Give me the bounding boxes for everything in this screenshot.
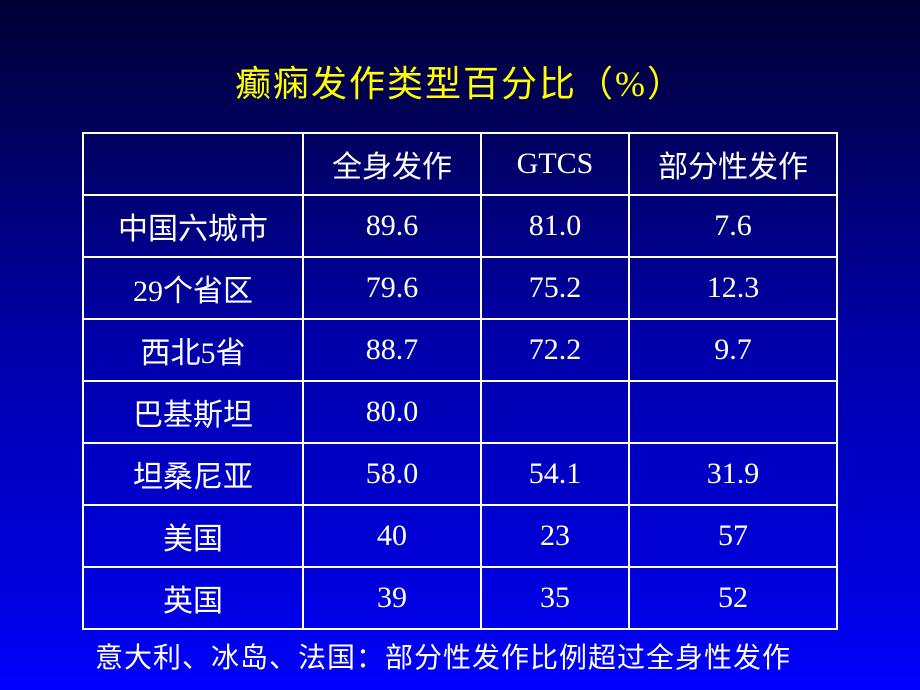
row-label: 美国 bbox=[83, 505, 303, 567]
row-label: 29个省区 bbox=[83, 257, 303, 319]
data-cell: 9.7 bbox=[629, 319, 837, 381]
data-cell: 80.0 bbox=[303, 381, 481, 443]
table-row: 美国 40 23 57 bbox=[83, 505, 837, 567]
table-row: 英国 39 35 52 bbox=[83, 567, 837, 629]
header-cell bbox=[83, 133, 303, 195]
data-cell: 89.6 bbox=[303, 195, 481, 257]
header-cell: GTCS bbox=[481, 133, 629, 195]
data-cell bbox=[481, 381, 629, 443]
row-label: 西北5省 bbox=[83, 319, 303, 381]
data-cell: 75.2 bbox=[481, 257, 629, 319]
data-cell: 52 bbox=[629, 567, 837, 629]
table-row: 坦桑尼亚 58.0 54.1 31.9 bbox=[83, 443, 837, 505]
row-label: 坦桑尼亚 bbox=[83, 443, 303, 505]
data-cell: 40 bbox=[303, 505, 481, 567]
table-row: 29个省区 79.6 75.2 12.3 bbox=[83, 257, 837, 319]
data-cell: 35 bbox=[481, 567, 629, 629]
slide-title: 癫痫发作类型百分比（%） bbox=[0, 0, 920, 132]
footnote-text: 意大利、冰岛、法国：部分性发作比例超过全身性发作 bbox=[95, 636, 920, 676]
data-cell: 39 bbox=[303, 567, 481, 629]
data-cell: 57 bbox=[629, 505, 837, 567]
row-label: 中国六城市 bbox=[83, 195, 303, 257]
data-cell bbox=[629, 381, 837, 443]
data-cell: 12.3 bbox=[629, 257, 837, 319]
data-cell: 7.6 bbox=[629, 195, 837, 257]
table-row: 中国六城市 89.6 81.0 7.6 bbox=[83, 195, 837, 257]
table-header-row: 全身发作 GTCS 部分性发作 bbox=[83, 133, 837, 195]
data-cell: 79.6 bbox=[303, 257, 481, 319]
header-cell: 部分性发作 bbox=[629, 133, 837, 195]
data-cell: 58.0 bbox=[303, 443, 481, 505]
table-row: 西北5省 88.7 72.2 9.7 bbox=[83, 319, 837, 381]
table-row: 巴基斯坦 80.0 bbox=[83, 381, 837, 443]
header-cell: 全身发作 bbox=[303, 133, 481, 195]
row-label: 英国 bbox=[83, 567, 303, 629]
data-cell: 23 bbox=[481, 505, 629, 567]
table-container: 全身发作 GTCS 部分性发作 中国六城市 89.6 81.0 7.6 29个省… bbox=[0, 132, 920, 630]
row-label: 巴基斯坦 bbox=[83, 381, 303, 443]
data-cell: 31.9 bbox=[629, 443, 837, 505]
data-cell: 81.0 bbox=[481, 195, 629, 257]
data-table: 全身发作 GTCS 部分性发作 中国六城市 89.6 81.0 7.6 29个省… bbox=[82, 132, 838, 630]
data-cell: 72.2 bbox=[481, 319, 629, 381]
data-cell: 88.7 bbox=[303, 319, 481, 381]
data-cell: 54.1 bbox=[481, 443, 629, 505]
